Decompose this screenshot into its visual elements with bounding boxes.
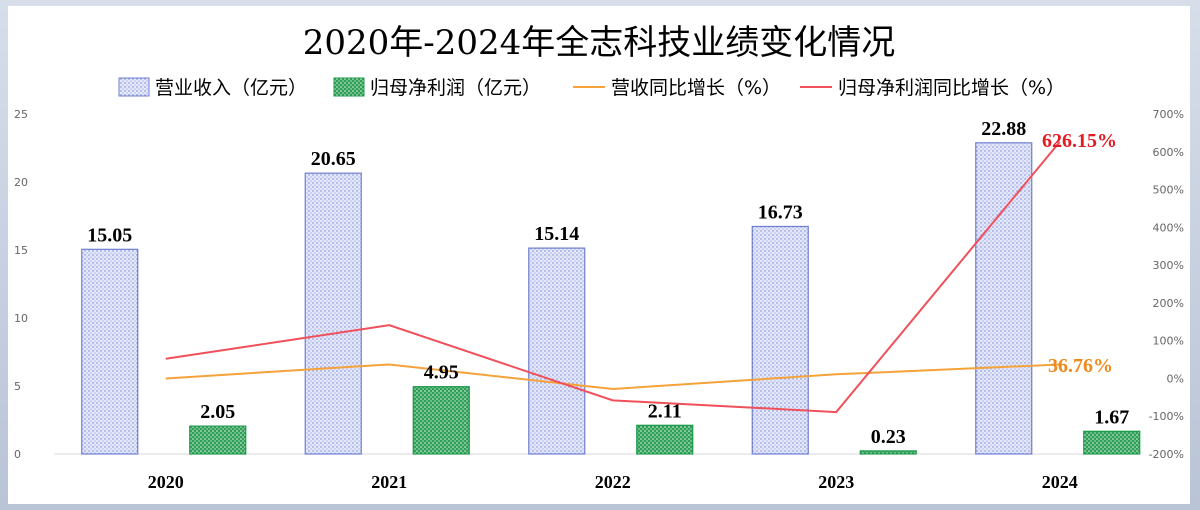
chart-title: 2020年-2024年全志科技业绩变化情况	[303, 23, 896, 63]
profit-bar-label: 1.67	[1094, 406, 1129, 428]
legend: 营业收入（亿元） 归母净利润（亿元） 营收同比增长（%） 归母净利润同比增长（%…	[118, 77, 1065, 99]
bars	[81, 142, 1141, 455]
profit-growth-line	[165, 141, 1061, 414]
left-axis-tick-label: 10	[14, 312, 28, 325]
right-axis-tick-label: -100%	[1149, 410, 1184, 423]
revenue-bar	[304, 172, 362, 455]
profit-bar-label: 2.05	[200, 401, 235, 423]
right-axis-tick-label: 500%	[1153, 184, 1184, 197]
profit-bar-label: 2.11	[648, 400, 682, 422]
right-axis-tick-label: 700%	[1153, 108, 1184, 121]
profit-growth-annotation: 626.15%	[1042, 130, 1117, 152]
x-axis-category-label: 2024	[1042, 472, 1078, 492]
right-axis-tick-label: 0%	[1167, 372, 1184, 385]
revenue-bar	[528, 247, 586, 455]
left-axis-tick-label: 0	[14, 448, 21, 461]
right-axis-tick-label: -200%	[1149, 448, 1184, 461]
x-axis-category-label: 2021	[371, 472, 407, 492]
right-axis-tick-label: 600%	[1153, 146, 1184, 159]
revenue-growth-annotation: 36.76%	[1048, 355, 1113, 377]
right-axis-tick-label: 300%	[1153, 259, 1184, 272]
left-axis-tick-label: 5	[14, 380, 21, 393]
left-axis-tick-label: 25	[14, 108, 28, 121]
revenue-bar-label: 20.65	[311, 148, 356, 170]
legend-profit-swatch	[333, 77, 365, 97]
revenue-bar	[751, 225, 809, 455]
right-axis-tick-label: 400%	[1153, 221, 1184, 234]
revenue-bar	[81, 248, 139, 455]
x-axis-category-label: 2022	[595, 472, 631, 492]
profit-bar	[1083, 430, 1141, 455]
left-axis-tick-label: 20	[14, 176, 28, 189]
growth-lines	[165, 141, 1061, 414]
x-axis-category-label: 2023	[818, 472, 854, 492]
profit-bar-label: 4.95	[424, 362, 459, 384]
data-labels: 15.05 20.65 15.14 16.73 22.88 2.05 4.95 2.11 0.2…	[87, 118, 1129, 448]
chart-svg: 2020年-2024年全志科技业绩变化情况 营业收入（亿元） 归母净利润（亿元）…	[14, 23, 1184, 492]
profit-bar	[189, 425, 247, 455]
profit-bar-label: 0.23	[871, 426, 906, 448]
revenue-bar	[975, 142, 1033, 455]
right-axis-tick-label: 100%	[1153, 335, 1184, 348]
right-axis-tick-label: 200%	[1153, 297, 1184, 310]
revenue-bar-label: 15.14	[534, 223, 579, 245]
x-axis-category-label: 2020	[148, 472, 184, 492]
legend-profit-label: 归母净利润（亿元）	[370, 77, 541, 99]
profit-bar	[636, 424, 694, 455]
left-axis: 0 5 10 15 20 25	[14, 108, 28, 461]
revenue-bar-label: 22.88	[981, 118, 1026, 140]
left-axis-tick-label: 15	[14, 244, 28, 257]
x-axis-categories: 2020 2021 2022 2023 2024	[148, 472, 1078, 492]
legend-revenue-growth-label: 营收同比增长（%）	[611, 77, 781, 99]
legend-profit-growth-label: 归母净利润同比增长（%）	[838, 77, 1065, 99]
chart-frame: 2020年-2024年全志科技业绩变化情况 营业收入（亿元） 归母净利润（亿元）…	[8, 6, 1190, 504]
legend-revenue-swatch	[118, 77, 150, 97]
revenue-growth-line	[165, 363, 1060, 391]
profit-bar	[859, 450, 917, 455]
profit-bar	[412, 386, 470, 455]
revenue-bar-label: 16.73	[758, 201, 803, 223]
revenue-bar-label: 15.05	[87, 224, 132, 246]
legend-revenue-label: 营业收入（亿元）	[155, 77, 307, 99]
right-axis: -200% -100% 0% 100% 200% 300% 400% 500% 600% 700%	[1149, 108, 1184, 461]
